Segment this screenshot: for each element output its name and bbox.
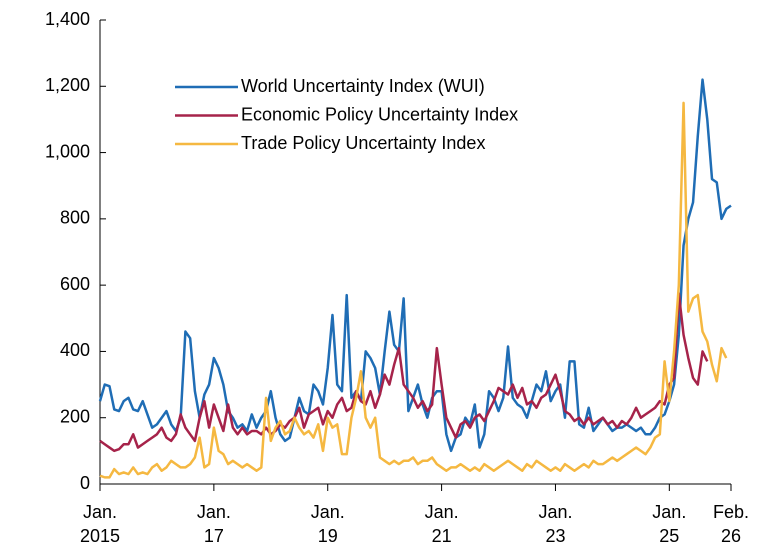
y-tick-label: 1,000 (45, 141, 90, 161)
x-tick-label: 26 (721, 526, 741, 546)
y-tick-label: 400 (60, 340, 90, 360)
y-tick-label: 0 (80, 473, 90, 493)
x-tick-label: Jan. (83, 502, 117, 522)
x-tick-label: 25 (659, 526, 679, 546)
x-tick-label: 19 (318, 526, 338, 546)
legend-label: Trade Policy Uncertainty Index (241, 133, 485, 153)
y-tick-label: 1,200 (45, 75, 90, 95)
series-line (99, 101, 728, 479)
legend-label: World Uncertainty Index (WUI) (241, 76, 485, 96)
y-tick-label: 600 (60, 274, 90, 294)
x-tick-label: 2015 (80, 526, 120, 546)
x-tick-label: 17 (204, 526, 224, 546)
y-tick-label: 200 (60, 406, 90, 426)
series-line (99, 292, 709, 453)
legend-label: Economic Policy Uncertainty Index (241, 104, 518, 124)
x-tick-label: Jan. (197, 502, 231, 522)
x-tick-label: 21 (432, 526, 452, 546)
x-tick-label: Feb. (713, 502, 749, 522)
x-tick-label: Jan. (538, 502, 572, 522)
y-tick-label: 800 (60, 208, 90, 228)
x-tick-label: Jan. (311, 502, 345, 522)
x-tick-label: Jan. (425, 502, 459, 522)
y-tick-label: 1,400 (45, 9, 90, 29)
x-tick-label: 23 (545, 526, 565, 546)
x-tick-label: Jan. (652, 502, 686, 522)
